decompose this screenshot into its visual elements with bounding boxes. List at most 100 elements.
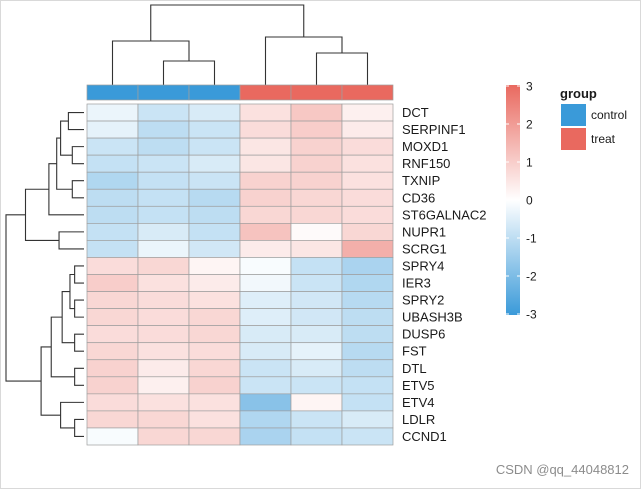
group-annotation-bar	[86, 84, 394, 101]
heatmap-cell	[86, 274, 139, 292]
heatmap-cell	[86, 427, 139, 446]
heatmap-cell	[239, 325, 292, 344]
heatmap-cell	[137, 188, 190, 207]
heatmap-cell	[188, 376, 241, 395]
dendrogram-branch	[74, 265, 84, 284]
heatmap-cell	[188, 103, 241, 122]
heatmap-cell	[290, 223, 343, 241]
legend-label: control	[591, 108, 627, 122]
heatmap-cell	[137, 359, 190, 378]
heatmap-cell	[341, 274, 394, 292]
heatmap-cell	[290, 274, 343, 292]
heatmap-cell	[86, 359, 139, 378]
row-label: DCT	[402, 105, 429, 120]
heatmap-cell	[188, 410, 241, 429]
heatmap-cell	[341, 120, 394, 139]
heatmap-cell	[290, 359, 343, 378]
heatmap-cell	[239, 257, 292, 275]
heatmap-cell	[290, 154, 343, 173]
row-label: TXNIP	[402, 173, 440, 188]
heatmap-cell	[239, 188, 292, 207]
heatmap-cell	[341, 393, 394, 412]
row-label: DUSP6	[402, 327, 445, 342]
heatmap-cell	[188, 325, 241, 344]
heatmap-cell	[290, 171, 343, 190]
dendrogram-branch	[60, 401, 84, 429]
dendrogram-branch	[315, 52, 369, 85]
heatmap-cell	[341, 240, 394, 258]
dendrogram-branch	[150, 4, 305, 41]
row-label: NUPR1	[402, 224, 446, 239]
row-label: RNF150	[402, 156, 450, 171]
heatmap-cell	[290, 342, 343, 361]
heatmap-cell	[239, 410, 292, 429]
dendrogram-branch	[61, 291, 75, 344]
legend-title: group	[560, 86, 597, 101]
heatmap-cell	[86, 137, 139, 156]
heatmap-cell	[188, 393, 241, 412]
heatmap-cell	[137, 120, 190, 139]
color-scale-label: -2	[526, 270, 537, 284]
row-label: IER3	[402, 276, 431, 291]
heatmap-cell	[188, 154, 241, 173]
heatmap-cell	[290, 410, 343, 429]
heatmap-cell	[137, 325, 190, 344]
heatmap-cell	[341, 103, 394, 122]
heatmap-cell	[137, 342, 190, 361]
heatmap-cell	[137, 376, 190, 395]
heatmap-cell	[188, 171, 241, 190]
heatmap-cell	[188, 120, 241, 139]
heatmap-cell	[239, 205, 292, 224]
heatmap-cell	[86, 308, 139, 327]
color-scale-bar	[506, 85, 520, 315]
group-annotation-cell	[341, 84, 394, 101]
heatmap-cell	[137, 393, 190, 412]
heatmap-cell	[137, 427, 190, 446]
dendrogram-branch	[74, 299, 84, 318]
heatmap-cell	[86, 188, 139, 207]
heatmap-cell	[137, 240, 190, 258]
color-scale-label: -3	[526, 308, 537, 322]
heatmap-cell	[239, 342, 292, 361]
heatmap-cell	[188, 291, 241, 309]
row-label: SERPINF1	[402, 122, 466, 137]
group-annotation-cell	[290, 84, 343, 101]
heatmap-cell	[290, 205, 343, 224]
dendrogram-branch	[74, 367, 84, 386]
row-label: LDLR	[402, 412, 435, 427]
heatmap-cell	[341, 257, 394, 275]
heatmap-cell	[188, 223, 241, 241]
heatmap-cell	[341, 342, 394, 361]
row-label: CD36	[402, 190, 435, 205]
dendrogram-branch	[67, 111, 84, 131]
heatmap-cell	[188, 308, 241, 327]
heatmap-cell	[290, 188, 343, 207]
color-scale-label: 2	[526, 118, 533, 132]
heatmap-cell	[290, 376, 343, 395]
group-annotation-cell	[239, 84, 292, 101]
heatmap-cell	[239, 376, 292, 395]
heatmap-cell	[86, 376, 139, 395]
heatmap-cell	[239, 427, 292, 446]
row-label: MOXD1	[402, 139, 448, 154]
heatmap-cell	[290, 308, 343, 327]
heatmap-cell	[86, 342, 139, 361]
heatmap-cell	[188, 427, 241, 446]
dendrogram-branch	[71, 180, 84, 199]
legend-label: treat	[591, 132, 616, 146]
group-annotation-cell	[137, 84, 190, 101]
heatmap-cell	[188, 359, 241, 378]
legend-swatch	[561, 128, 586, 150]
dendrogram-branch	[162, 60, 216, 85]
heatmap-cell	[341, 205, 394, 224]
row-label: FST	[402, 344, 427, 359]
heatmap-cell	[86, 120, 139, 139]
heatmap-cell	[239, 171, 292, 190]
heatmap-cell	[341, 359, 394, 378]
watermark-text: CSDN @qq_44048812	[495, 462, 629, 477]
dendrogram-branch	[111, 40, 190, 85]
dendrogram-branch	[71, 146, 84, 165]
color-scale-label: -1	[526, 232, 537, 246]
